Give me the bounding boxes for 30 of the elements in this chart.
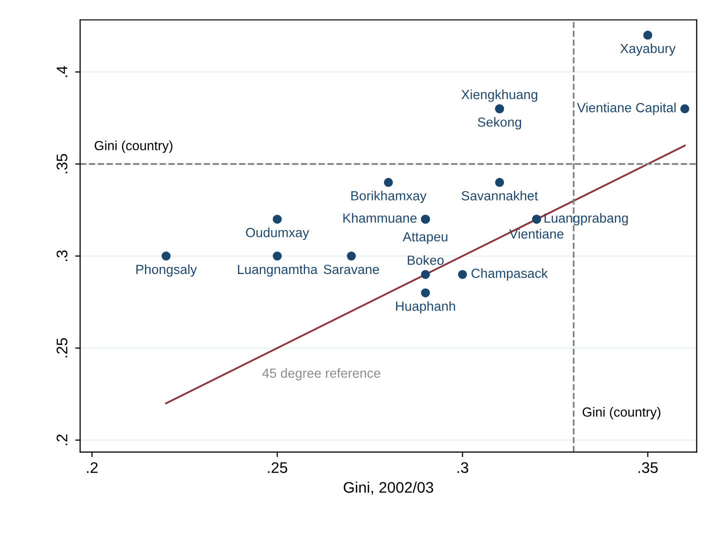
data-label: Vientiane Capital (577, 102, 676, 115)
ref-line-label: Gini (country) (582, 407, 660, 420)
data-label: Borikhamxay (351, 190, 427, 204)
data-label: Champasack (472, 268, 548, 281)
x-tick-label: .3 (458, 462, 468, 474)
data-label: Xayabury (620, 43, 676, 56)
data-label: Saravane (324, 264, 380, 274)
x-tick-label: .35 (638, 462, 658, 474)
data-label: Khammuane (343, 213, 417, 223)
y-tick-label: .2 (56, 434, 68, 446)
data-label: Savannakhet (462, 190, 538, 200)
data-label: Luangprabang (544, 213, 628, 226)
data-label: Vientiane (509, 228, 564, 239)
x-tick-label: .2 (87, 462, 98, 473)
annotation: 45 degree reference (262, 368, 380, 380)
y-tick-label: .35 (56, 154, 68, 174)
y-tick-label: .25 (56, 338, 68, 358)
x-axis-title: Gini, 2002/03 (344, 482, 434, 495)
y-tick-label: .4 (56, 66, 68, 77)
data-label: Attapeu (402, 232, 448, 244)
data-label: Phongsaly (136, 264, 197, 277)
data-label: Huaphanh (396, 301, 456, 314)
data-label: Sekong (478, 117, 522, 130)
y-tick-label: .3 (56, 250, 68, 262)
data-label: Oudumxay (246, 228, 310, 240)
x-tick-label: .25 (268, 462, 288, 474)
data-label: Xiengkhuang (461, 90, 538, 102)
ref-line-label: Gini (country) (94, 140, 172, 153)
data-label: Bokeo (408, 255, 444, 265)
data-label: Luangnamtha (238, 264, 318, 277)
